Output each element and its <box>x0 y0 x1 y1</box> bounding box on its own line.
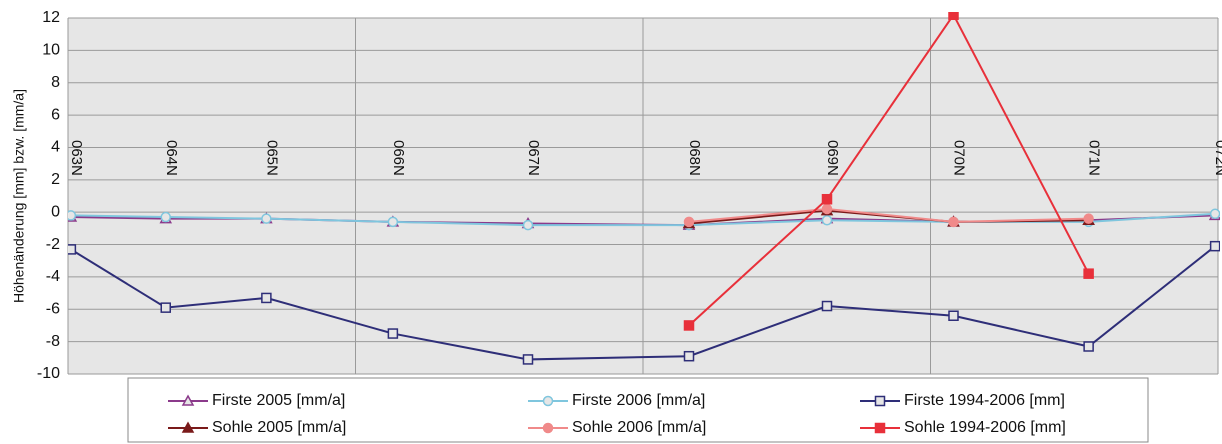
grid <box>67 17 1219 375</box>
y-tick-label: -8 <box>46 333 60 350</box>
y-tick-label: 12 <box>42 9 60 26</box>
marker <box>1083 268 1094 279</box>
marker <box>542 422 554 434</box>
legend-label: Sohle 2005 [mm/a] <box>212 419 346 436</box>
y-tick-label: 6 <box>51 106 60 123</box>
marker <box>821 203 833 215</box>
station-label: 063N <box>68 140 85 176</box>
legend <box>127 377 1149 443</box>
marker <box>261 292 272 304</box>
station-label: 069N <box>824 140 841 176</box>
marker <box>948 216 959 228</box>
marker <box>522 354 534 365</box>
marker <box>160 302 171 313</box>
marker <box>874 422 886 434</box>
marker <box>821 300 833 312</box>
y-tick-label: 4 <box>51 139 60 156</box>
station-label: 065N <box>263 140 280 176</box>
marker <box>1209 208 1220 220</box>
marker <box>683 320 695 331</box>
y-tick-label: 0 <box>51 203 60 220</box>
marker <box>1083 213 1094 224</box>
marker <box>522 219 534 231</box>
y-tick-label: 10 <box>42 42 60 59</box>
legend-label: Firste 2005 [mm/a] <box>212 392 345 409</box>
marker <box>160 211 171 223</box>
y-tick-label: -6 <box>46 300 60 317</box>
series-line <box>70 245 1216 361</box>
marker <box>542 395 554 407</box>
y-axis-label: Höhenänderung [mm] bzw. [mm/a] <box>11 89 27 303</box>
y-tick-label: -10 <box>37 365 60 382</box>
series-lines <box>68 12 1220 365</box>
marker <box>948 310 959 321</box>
y-tick-label: 2 <box>51 171 60 188</box>
marker <box>948 12 959 21</box>
station-label: 070N <box>951 140 968 176</box>
marker <box>821 193 833 205</box>
marker <box>683 216 695 228</box>
marker <box>874 395 886 407</box>
marker <box>181 421 195 433</box>
y-tick-label: 8 <box>51 74 60 91</box>
y-tick-label: -4 <box>46 268 60 285</box>
series-line <box>688 12 1090 327</box>
station-label: 067N <box>525 140 542 176</box>
marker <box>261 213 272 224</box>
marker <box>181 394 195 406</box>
station-labels: 063N 064N 065N 066N 067N 068N 069N 070N 071N 072N <box>68 140 1222 176</box>
station-label: 064N <box>163 140 180 176</box>
marker <box>387 216 399 228</box>
station-label: 066N <box>390 140 407 176</box>
legend-label: Firste 1994-2006 [mm] <box>904 392 1065 409</box>
marker <box>68 210 77 221</box>
marker <box>387 328 399 339</box>
marker <box>821 215 833 226</box>
legend-label: Sohle 1994-2006 [mm] <box>904 419 1066 436</box>
legend-label: Firste 2006 [mm/a] <box>572 392 705 409</box>
marker <box>1209 240 1220 252</box>
station-label: 072N <box>1212 140 1222 176</box>
marker <box>1083 341 1094 352</box>
legend-label: Sohle 2006 [mm/a] <box>572 419 706 436</box>
station-label: 068N <box>686 140 703 176</box>
marker <box>683 350 695 362</box>
station-label: 071N <box>1086 140 1103 176</box>
marker <box>68 244 77 255</box>
legend-items: Firste 2005 [mm/a] Firste 2006 [mm/a] Firs… <box>168 392 1066 436</box>
y-tick-label: -2 <box>46 236 60 253</box>
series-line <box>688 207 1089 223</box>
